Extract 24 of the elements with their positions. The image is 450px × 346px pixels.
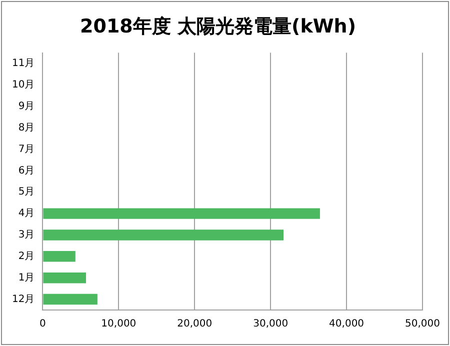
y-tick-label: 5月 bbox=[18, 186, 35, 198]
x-tick-label: 10,000 bbox=[101, 318, 136, 330]
bar bbox=[43, 230, 284, 240]
x-tick-label: 20,000 bbox=[177, 318, 212, 330]
y-tick-label: 10月 bbox=[12, 80, 35, 91]
bar bbox=[43, 294, 98, 305]
y-tick-label: 1月 bbox=[18, 272, 35, 284]
x-tick-label: 40,000 bbox=[329, 318, 364, 330]
y-tick-label: 2月 bbox=[18, 251, 35, 262]
x-tick-label: 30,000 bbox=[253, 318, 288, 330]
y-tick-label: 6月 bbox=[18, 165, 35, 176]
bar bbox=[43, 251, 76, 262]
bar bbox=[43, 208, 320, 219]
y-tick-label: 11月 bbox=[12, 58, 35, 70]
y-tick-label: 4月 bbox=[18, 208, 35, 220]
y-tick-label: 3月 bbox=[18, 230, 35, 241]
x-tick-label: 50,000 bbox=[405, 318, 440, 330]
y-tick-label: 8月 bbox=[18, 122, 35, 134]
x-tick-label: 0 bbox=[40, 318, 46, 330]
chart-title: 2018年度 太陽光発電量(kWh) bbox=[80, 15, 356, 38]
y-tick-label: 9月 bbox=[18, 100, 35, 112]
y-tick-label: 7月 bbox=[18, 144, 35, 155]
y-tick-label: 12月 bbox=[12, 294, 35, 305]
bar bbox=[43, 272, 86, 284]
